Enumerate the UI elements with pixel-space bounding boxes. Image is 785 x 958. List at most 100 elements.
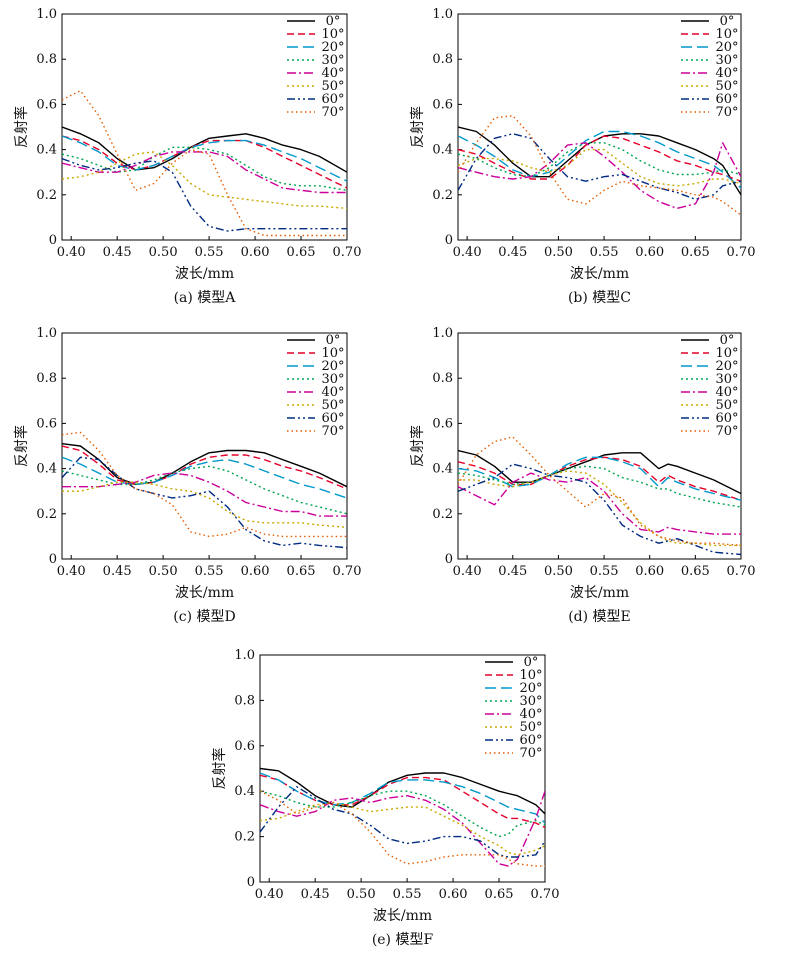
legend-label: 0°: [720, 14, 735, 29]
x-tick-label: 0.55: [195, 564, 224, 579]
y-tick-label: 0.4: [432, 143, 453, 158]
legend-label: 30°: [715, 53, 738, 68]
x-axis-label: 波长/mm: [175, 585, 234, 601]
series-line-50deg: [458, 470, 741, 547]
x-tick-label: 0.40: [453, 245, 482, 260]
legend-label: 60°: [715, 92, 738, 107]
x-tick-label: 0.70: [531, 887, 560, 902]
series-line-70deg: [458, 115, 741, 216]
x-axis-label: 波长/mm: [570, 585, 629, 601]
series-line-20deg: [62, 456, 347, 499]
y-tick-label: 0.6: [36, 416, 57, 431]
series-line-30deg: [458, 465, 741, 508]
x-tick-label: 0.45: [301, 887, 330, 902]
series-line-40deg: [260, 790, 545, 867]
legend-label: 60°: [321, 92, 344, 107]
x-axis-label: 波长/mm: [570, 266, 629, 282]
x-tick-label: 0.50: [544, 245, 573, 260]
series-line-50deg: [458, 148, 741, 187]
legend-label: 50°: [321, 79, 344, 94]
legend-label: 20°: [321, 40, 344, 55]
y-tick-label: 1.0: [432, 7, 453, 22]
x-tick-label: 0.45: [498, 564, 527, 579]
y-tick-label: 0: [49, 552, 57, 567]
series-line-20deg: [260, 772, 545, 824]
series-line-70deg: [458, 436, 741, 547]
x-tick-label: 0.65: [287, 564, 316, 579]
legend-label: 40°: [715, 385, 738, 400]
series-line-0deg: [260, 767, 545, 815]
legend-label: 20°: [715, 359, 738, 374]
y-axis-label: 反射率: [409, 425, 426, 467]
legend-label: 40°: [519, 707, 542, 722]
legend-label: 50°: [715, 398, 738, 413]
series-line-60deg: [458, 463, 741, 556]
series-line-40deg: [458, 142, 741, 210]
plot-frame: [61, 332, 348, 560]
x-tick-label: 0.50: [149, 564, 178, 579]
legend-label: 30°: [519, 694, 542, 709]
legend-label: 70°: [321, 424, 344, 439]
x-tick-label: 0.45: [103, 245, 132, 260]
panel-caption: (b) 模型C: [568, 290, 631, 306]
legend-label: 40°: [321, 385, 344, 400]
chart-panel-5: 0 0.2 0.4 0.6 0.8 1.0 0.40 0.45 0.50 0.55 0.60 0.65…: [211, 648, 559, 948]
legend-label: 0°: [326, 14, 341, 29]
series-line-50deg: [62, 481, 347, 529]
chart-panel-3: 0 0.2 0.4 0.6 0.8 1.0 0.40 0.45 0.50 0.55 0.60 0.65…: [13, 326, 361, 625]
y-tick-label: 0.8: [432, 52, 453, 67]
legend-label: 50°: [715, 79, 738, 94]
x-tick-label: 0.65: [681, 245, 710, 260]
series-line-0deg: [62, 126, 347, 173]
series-line-30deg: [458, 142, 741, 178]
series-line-10deg: [62, 135, 347, 189]
series-line-30deg: [260, 790, 545, 838]
series-line-60deg: [62, 456, 347, 549]
x-tick-label: 0.70: [727, 564, 756, 579]
y-tick-label: 0.2: [36, 188, 57, 203]
y-axis-label: 反射率: [211, 748, 228, 790]
y-tick-label: 0: [247, 875, 255, 890]
x-tick-label: 0.50: [347, 887, 376, 902]
y-tick-label: 1.0: [432, 326, 453, 341]
x-tick-label: 0.55: [393, 887, 422, 902]
y-tick-label: 0.4: [36, 462, 57, 477]
x-tick-label: 0.45: [103, 564, 132, 579]
series-line-10deg: [458, 135, 741, 182]
legend-label: 0°: [326, 333, 341, 348]
legend-label: 30°: [321, 372, 344, 387]
legend-label: 60°: [519, 733, 542, 748]
x-axis-label: 波长/mm: [175, 266, 234, 282]
y-tick-label: 0.8: [36, 52, 57, 67]
y-tick-label: 0.4: [36, 143, 57, 158]
x-tick-label: 0.55: [195, 245, 224, 260]
x-tick-label: 0.50: [544, 564, 573, 579]
x-tick-label: 0.40: [255, 887, 284, 902]
series-line-70deg: [62, 90, 347, 237]
y-tick-label: 0.4: [234, 784, 255, 799]
series-line-70deg: [260, 790, 545, 867]
legend-label: 10°: [715, 27, 738, 42]
legend-label: 0°: [720, 333, 735, 348]
series-line-30deg: [62, 465, 347, 515]
chart-panel-1: 0 0.2 0.4 0.6 0.8 1.0 0.40 0.45 0.50 0.55 0.60 0.65…: [13, 7, 361, 306]
x-tick-label: 0.45: [498, 245, 527, 260]
x-tick-label: 0.60: [439, 887, 468, 902]
y-tick-label: 1.0: [36, 326, 57, 341]
x-tick-label: 0.50: [149, 245, 178, 260]
y-axis-label: 反射率: [13, 106, 30, 148]
y-tick-label: 0.2: [36, 507, 57, 522]
chart-panel-2: 0 0.2 0.4 0.6 0.8 1.0 0.40 0.45 0.50 0.55 0.60 0.65…: [409, 7, 755, 306]
x-tick-label: 0.40: [57, 245, 86, 260]
y-tick-label: 0.2: [432, 188, 453, 203]
legend-label: 70°: [715, 105, 738, 120]
plot-frame: [457, 13, 742, 241]
x-tick-label: 0.65: [681, 564, 710, 579]
legend-label: 70°: [321, 105, 344, 120]
x-tick-label: 0.70: [727, 245, 756, 260]
y-tick-label: 0.6: [432, 97, 453, 112]
x-tick-label: 0.70: [333, 564, 362, 579]
y-axis-label: 反射率: [13, 425, 30, 467]
x-axis-label: 波长/mm: [373, 908, 432, 924]
